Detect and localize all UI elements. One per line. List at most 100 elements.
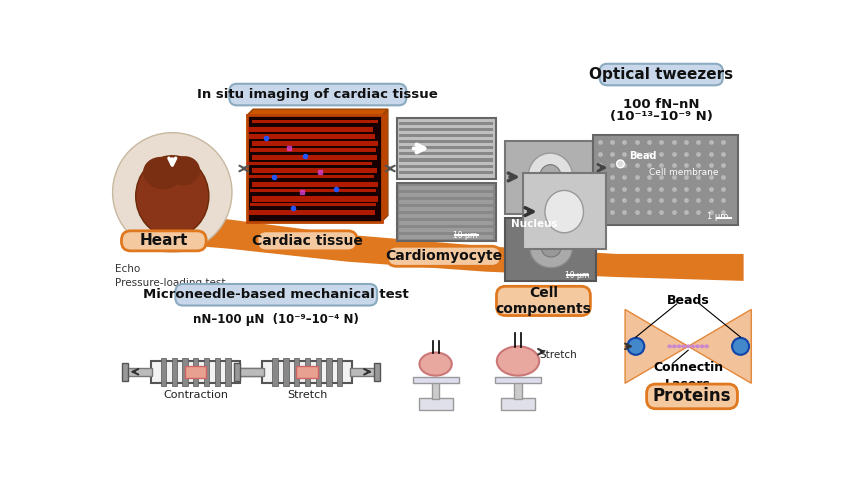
Polygon shape xyxy=(132,212,744,281)
FancyBboxPatch shape xyxy=(400,228,493,232)
FancyBboxPatch shape xyxy=(326,358,332,385)
Text: Nucleus: Nucleus xyxy=(511,219,558,229)
Text: Lasers: Lasers xyxy=(666,378,711,391)
FancyBboxPatch shape xyxy=(432,381,439,399)
Text: Connectin: Connectin xyxy=(653,361,723,374)
FancyBboxPatch shape xyxy=(175,284,377,306)
Text: 1 μm: 1 μm xyxy=(707,212,728,221)
FancyBboxPatch shape xyxy=(400,128,493,131)
Ellipse shape xyxy=(690,345,695,348)
FancyBboxPatch shape xyxy=(350,368,377,376)
Text: 10 μm: 10 μm xyxy=(565,271,589,280)
FancyBboxPatch shape xyxy=(400,221,493,225)
FancyBboxPatch shape xyxy=(400,121,493,125)
Text: Microneedle-based mechanical test: Microneedle-based mechanical test xyxy=(144,288,409,301)
Text: (10⁻¹³–10⁻⁹ N): (10⁻¹³–10⁻⁹ N) xyxy=(609,110,712,123)
FancyBboxPatch shape xyxy=(505,141,596,214)
Polygon shape xyxy=(625,310,688,384)
FancyBboxPatch shape xyxy=(249,210,375,216)
Text: Stretch: Stretch xyxy=(540,350,577,360)
Text: Cell
components: Cell components xyxy=(496,286,592,316)
Ellipse shape xyxy=(419,352,452,376)
FancyBboxPatch shape xyxy=(252,196,378,202)
Text: Cell membrane: Cell membrane xyxy=(649,168,718,177)
FancyBboxPatch shape xyxy=(337,358,343,385)
FancyBboxPatch shape xyxy=(263,361,352,383)
FancyBboxPatch shape xyxy=(412,377,459,384)
FancyBboxPatch shape xyxy=(283,358,288,385)
Polygon shape xyxy=(247,109,388,115)
FancyBboxPatch shape xyxy=(272,358,278,385)
Text: Echo
Pressure-loading test: Echo Pressure-loading test xyxy=(115,264,225,288)
FancyBboxPatch shape xyxy=(234,362,240,381)
FancyBboxPatch shape xyxy=(297,366,318,378)
FancyBboxPatch shape xyxy=(400,207,493,211)
FancyBboxPatch shape xyxy=(252,141,378,146)
Ellipse shape xyxy=(528,153,573,201)
FancyBboxPatch shape xyxy=(263,362,269,381)
FancyBboxPatch shape xyxy=(250,203,376,206)
Text: nN–100 μN  (10⁻⁹–10⁻⁴ N): nN–100 μN (10⁻⁹–10⁻⁴ N) xyxy=(193,313,360,326)
Ellipse shape xyxy=(545,191,583,233)
FancyBboxPatch shape xyxy=(400,152,493,156)
FancyBboxPatch shape xyxy=(252,182,378,187)
Polygon shape xyxy=(382,109,388,222)
Ellipse shape xyxy=(700,345,705,348)
FancyBboxPatch shape xyxy=(315,358,321,385)
FancyBboxPatch shape xyxy=(122,362,128,381)
FancyBboxPatch shape xyxy=(514,381,522,399)
Ellipse shape xyxy=(681,345,686,348)
FancyBboxPatch shape xyxy=(193,358,198,385)
Ellipse shape xyxy=(627,338,644,355)
FancyBboxPatch shape xyxy=(400,165,493,168)
FancyBboxPatch shape xyxy=(204,358,209,385)
FancyBboxPatch shape xyxy=(374,362,380,381)
FancyBboxPatch shape xyxy=(523,173,606,249)
FancyBboxPatch shape xyxy=(495,377,541,384)
FancyBboxPatch shape xyxy=(400,214,493,218)
Text: 10 μm: 10 μm xyxy=(453,231,478,240)
FancyBboxPatch shape xyxy=(400,134,493,137)
FancyBboxPatch shape xyxy=(400,158,493,162)
FancyBboxPatch shape xyxy=(505,218,596,281)
Text: Beads: Beads xyxy=(666,294,710,307)
Ellipse shape xyxy=(695,345,700,348)
Text: Bead: Bead xyxy=(629,151,656,161)
Text: Cardiac tissue: Cardiac tissue xyxy=(252,234,362,248)
FancyBboxPatch shape xyxy=(397,118,496,179)
FancyBboxPatch shape xyxy=(247,127,373,132)
FancyBboxPatch shape xyxy=(182,358,188,385)
FancyBboxPatch shape xyxy=(249,134,375,139)
FancyBboxPatch shape xyxy=(150,361,240,383)
FancyBboxPatch shape xyxy=(496,286,591,315)
FancyBboxPatch shape xyxy=(400,193,493,197)
FancyBboxPatch shape xyxy=(161,358,166,385)
Text: Cardiomyocyte: Cardiomyocyte xyxy=(386,249,502,263)
Text: Optical tweezers: Optical tweezers xyxy=(589,67,734,82)
Ellipse shape xyxy=(541,240,561,257)
Text: Stretch: Stretch xyxy=(286,390,327,400)
Text: In situ imaging of cardiac tissue: In situ imaging of cardiac tissue xyxy=(197,88,439,101)
FancyBboxPatch shape xyxy=(252,120,378,123)
FancyBboxPatch shape xyxy=(599,64,722,85)
FancyBboxPatch shape xyxy=(419,398,452,410)
FancyBboxPatch shape xyxy=(294,358,299,385)
FancyBboxPatch shape xyxy=(257,231,357,251)
Polygon shape xyxy=(688,310,751,384)
FancyBboxPatch shape xyxy=(387,246,501,266)
FancyBboxPatch shape xyxy=(248,175,374,179)
Ellipse shape xyxy=(732,338,749,355)
FancyBboxPatch shape xyxy=(400,171,493,174)
Text: Proteins: Proteins xyxy=(653,387,731,406)
Ellipse shape xyxy=(167,156,200,185)
Ellipse shape xyxy=(616,160,624,168)
FancyBboxPatch shape xyxy=(400,235,493,239)
Ellipse shape xyxy=(705,345,709,348)
FancyBboxPatch shape xyxy=(122,231,207,251)
FancyBboxPatch shape xyxy=(126,368,152,376)
Ellipse shape xyxy=(667,345,672,348)
FancyBboxPatch shape xyxy=(304,358,310,385)
FancyBboxPatch shape xyxy=(400,186,493,190)
Ellipse shape xyxy=(112,132,232,252)
Text: 100 fN–nN: 100 fN–nN xyxy=(623,97,700,110)
